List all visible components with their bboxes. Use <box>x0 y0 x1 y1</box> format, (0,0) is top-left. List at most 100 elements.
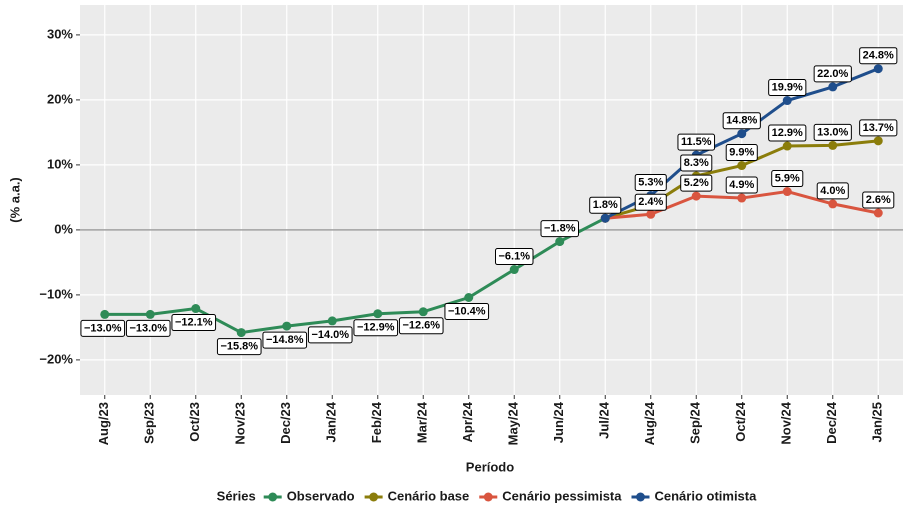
data-label-box <box>768 124 807 142</box>
point <box>782 96 792 106</box>
data-label: 13.0% <box>813 123 852 141</box>
data-label-text: −12.1% <box>175 316 213 328</box>
point <box>828 140 838 150</box>
data-label-text: 12.9% <box>772 127 803 139</box>
data-label: 1.8% <box>589 196 622 214</box>
point <box>464 293 474 302</box>
data-label: −13.0% <box>80 319 126 337</box>
point <box>873 136 883 146</box>
legend-swatch <box>635 492 645 502</box>
y-tick-label: 20% <box>47 91 73 106</box>
data-label: −12.9% <box>353 319 399 337</box>
data-label: −12.6% <box>398 317 444 335</box>
x-tick-label: Feb/24 <box>369 401 384 443</box>
data-label: 22.0% <box>813 65 852 83</box>
legend-label: Cenário base <box>388 488 470 503</box>
data-label-box <box>862 191 895 209</box>
x-tick-label: Nov/24 <box>779 401 794 444</box>
x-tick-label: Apr/24 <box>460 401 475 442</box>
data-label-text: −10.4% <box>448 305 486 317</box>
x-tick-label: Dec/23 <box>278 402 293 444</box>
data-label-text: 24.8% <box>863 50 894 62</box>
point <box>327 316 337 326</box>
data-label-box <box>353 319 399 337</box>
x-tick-label: Jul/24 <box>597 401 612 439</box>
point <box>782 187 792 197</box>
data-label-text: −1.8% <box>544 223 576 235</box>
point <box>282 321 292 331</box>
data-label-text: −6.1% <box>499 250 531 262</box>
data-label-text: 13.7% <box>863 122 894 134</box>
point <box>373 309 383 319</box>
data-label-box <box>398 317 444 335</box>
data-label-text: 1.8% <box>593 199 618 211</box>
data-label: −1.8% <box>540 220 579 238</box>
data-label-text: 5.9% <box>775 172 800 184</box>
y-tick-label: −10% <box>39 286 73 301</box>
data-label-text: −12.6% <box>402 320 440 332</box>
data-label-box <box>540 220 579 238</box>
x-tick-label: Jun/24 <box>551 401 566 443</box>
data-label-text: 9.9% <box>729 146 754 158</box>
data-label-box <box>859 47 898 65</box>
data-label-box <box>171 314 217 332</box>
data-label: 2.4% <box>634 193 667 211</box>
data-label: 4.0% <box>816 182 849 200</box>
point <box>236 328 246 338</box>
data-label-box <box>307 326 353 344</box>
data-label-box <box>80 319 126 337</box>
data-label-text: 5.3% <box>638 176 663 188</box>
data-label-box <box>262 331 308 349</box>
data-label-box <box>634 173 667 191</box>
point <box>509 265 519 275</box>
data-label-box <box>859 119 898 137</box>
data-label-text: 5.2% <box>684 177 709 189</box>
point <box>873 64 883 74</box>
data-label-text: 2.4% <box>638 196 663 208</box>
data-label-text: −15.8% <box>220 341 258 353</box>
panel <box>80 5 903 395</box>
data-label-box <box>677 133 716 151</box>
data-label: −10.4% <box>444 303 490 320</box>
data-label-text: −13.0% <box>84 322 122 334</box>
data-label: 8.3% <box>680 154 713 172</box>
point <box>646 209 656 219</box>
data-label-box <box>444 303 490 320</box>
data-label: 4.9% <box>725 176 758 194</box>
x-tick-label: May/24 <box>506 401 521 445</box>
data-label-box <box>813 123 852 141</box>
point <box>600 213 610 223</box>
point <box>737 129 747 139</box>
data-label-box <box>722 112 761 130</box>
data-label-box <box>768 79 807 97</box>
point <box>828 199 838 209</box>
x-tick-label: Mar/24 <box>415 401 430 443</box>
point <box>737 193 747 203</box>
point <box>782 141 792 151</box>
point <box>145 309 155 319</box>
legend-swatch <box>369 492 379 502</box>
data-label: 19.9% <box>768 79 807 97</box>
data-label-text: 22.0% <box>817 68 848 80</box>
x-tick-label: Jan/25 <box>870 402 885 442</box>
data-label-box <box>816 182 849 200</box>
data-label: −12.1% <box>171 314 217 332</box>
x-tick-label: Jan/24 <box>324 401 339 442</box>
legend: Séries Observado Cenário base Cenário pessi… <box>217 488 757 503</box>
data-label: 24.8% <box>859 47 898 65</box>
legend-label: Cenário pessimista <box>502 488 622 503</box>
x-tick-label: Oct/23 <box>187 402 202 442</box>
data-label-box <box>813 65 852 83</box>
data-label-box <box>216 338 262 356</box>
point <box>691 191 701 201</box>
data-label-box <box>634 193 667 211</box>
point <box>418 307 428 317</box>
legend-swatch <box>483 492 493 502</box>
data-label: 5.9% <box>771 170 804 188</box>
legend-label: Observado <box>287 488 355 503</box>
y-tick-label: −20% <box>39 351 73 366</box>
data-label: −14.0% <box>307 326 353 344</box>
data-label-text: 2.6% <box>866 194 891 206</box>
point <box>555 237 565 247</box>
x-tick-label: Dec/24 <box>824 401 839 444</box>
